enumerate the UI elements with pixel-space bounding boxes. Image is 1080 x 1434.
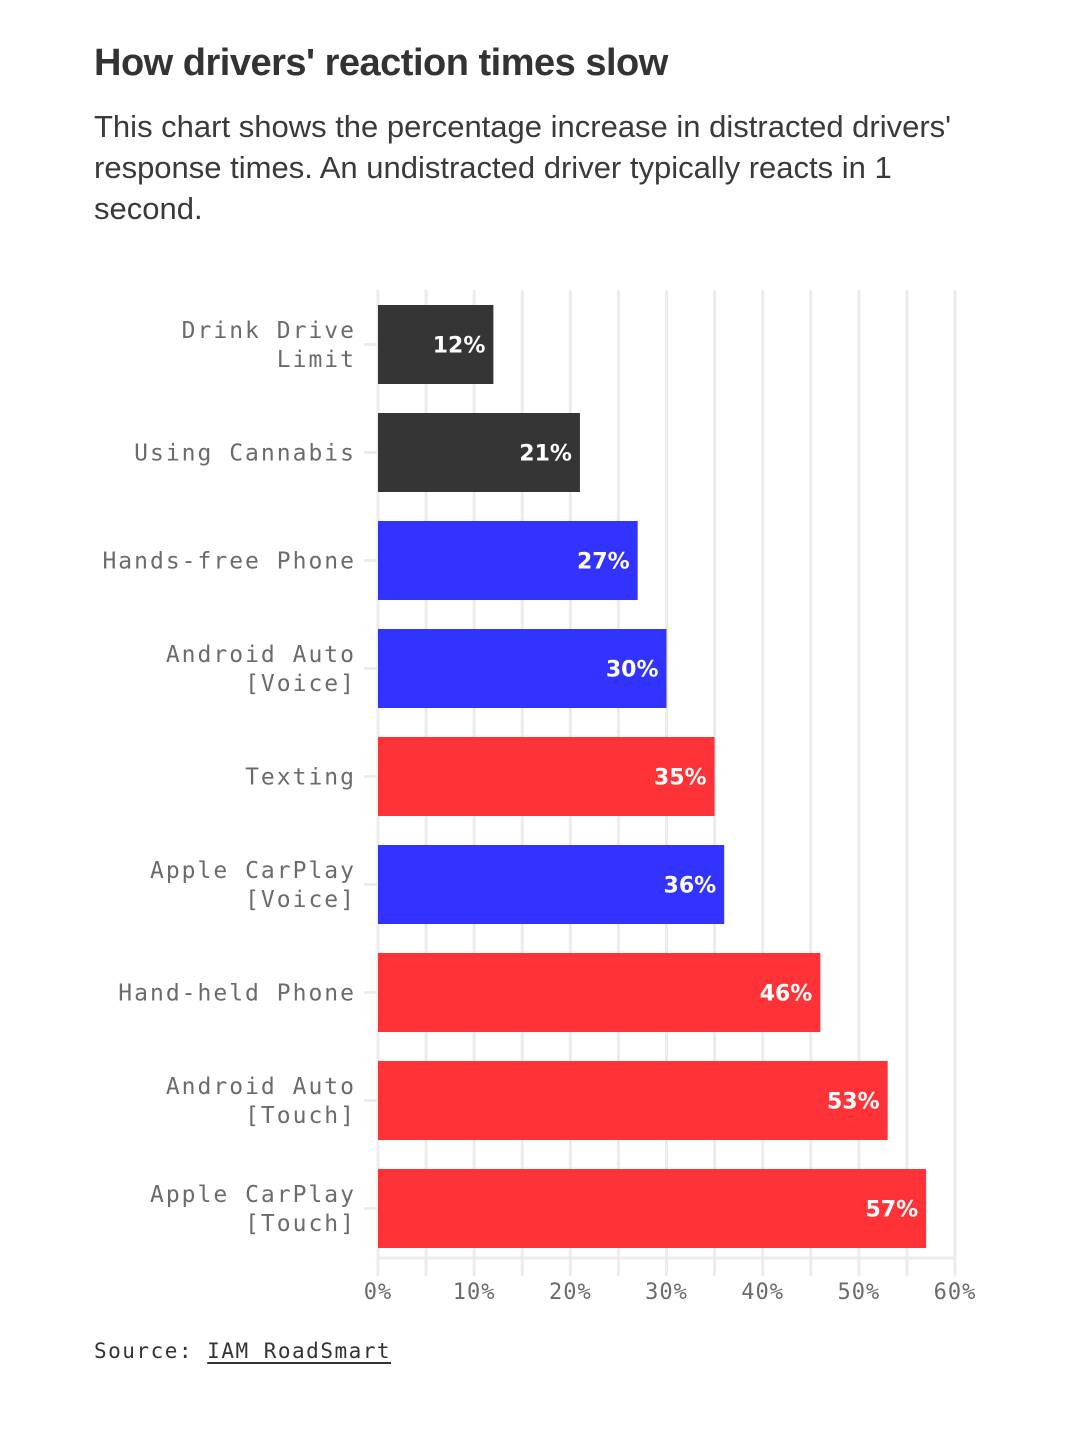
source-label: Source: [94, 1339, 194, 1363]
bar-manual [378, 1061, 888, 1140]
category-label-line: Apple CarPlay [150, 858, 356, 884]
category-label: Apple CarPlay [Touch] [150, 1182, 356, 1237]
category-label-line: Drink Drive [182, 318, 356, 344]
x-tick-label: 40% [741, 1280, 784, 1305]
category-label: Android Auto [Voice] [166, 642, 356, 697]
category-label: Apple CarPlay [Voice] [150, 858, 356, 913]
bar-manual [378, 1169, 927, 1248]
bar-value-label: 36% [664, 874, 717, 899]
category-label-line: [Touch] [245, 1211, 356, 1237]
x-tick-label: 30% [645, 1280, 688, 1305]
bar-value-label: 12% [433, 334, 486, 359]
chart-subtitle: This chart shows the percentage increase… [94, 109, 952, 226]
category-label-line: Android Auto [166, 1074, 356, 1100]
bar-voice [378, 845, 725, 924]
category-label-line: Using Cannabis [134, 441, 356, 467]
bar-manual [378, 953, 821, 1032]
category-label: Hands-free Phone [102, 549, 356, 575]
category-label-line: Android Auto [166, 642, 356, 668]
bar-value-label: 35% [654, 766, 707, 791]
category-label-line: [Voice] [245, 887, 356, 913]
category-label-line: Texting [245, 765, 356, 791]
x-tick-label: 20% [549, 1280, 592, 1305]
category-label: Drink Drive Limit [182, 318, 356, 373]
source-note: Source: IAM RoadSmart [94, 1339, 391, 1363]
category-label-line: [Touch] [245, 1103, 356, 1129]
category-label-line: Hands-free Phone [102, 549, 356, 575]
bar-value-label: 27% [577, 550, 630, 575]
category-labels: Drink Drive Limit Using Cannabis Hands-free… [102, 318, 378, 1237]
bars: 12% 21% 27% 30% 35% 36% 46% 53% 57% [378, 305, 927, 1248]
bar-voice [378, 521, 638, 600]
category-label-line: [Voice] [245, 671, 356, 697]
bar-manual [378, 737, 715, 816]
chart-title: How drivers' reaction times slow [94, 42, 668, 84]
bar-impaired [378, 305, 494, 384]
source-link[interactable]: IAM RoadSmart [207, 1339, 392, 1363]
category-label: Using Cannabis [134, 441, 356, 467]
x-tick-label: 10% [453, 1280, 496, 1305]
category-label: Hand-held Phone [118, 981, 356, 1007]
bar-value-label: 46% [760, 982, 813, 1007]
category-label: Texting [245, 765, 356, 791]
category-label: Android Auto [Touch] [166, 1074, 356, 1129]
bar-voice [378, 629, 667, 708]
bar-impaired [378, 413, 580, 492]
x-tick-label: 50% [837, 1280, 880, 1305]
bar-value-label: 30% [606, 658, 659, 683]
category-label-line: Limit [277, 347, 356, 373]
x-tick-label: 60% [934, 1280, 977, 1305]
bar-value-label: 21% [519, 442, 572, 467]
x-tick-label: 0% [364, 1280, 393, 1305]
x-axis: 0% 10% 20% 30% 40% 50% 60% [364, 1256, 977, 1305]
bar-value-label: 53% [827, 1090, 880, 1115]
category-label-line: Hand-held Phone [118, 981, 356, 1007]
category-label-line: Apple CarPlay [150, 1182, 356, 1208]
bar-value-label: 57% [865, 1198, 918, 1223]
